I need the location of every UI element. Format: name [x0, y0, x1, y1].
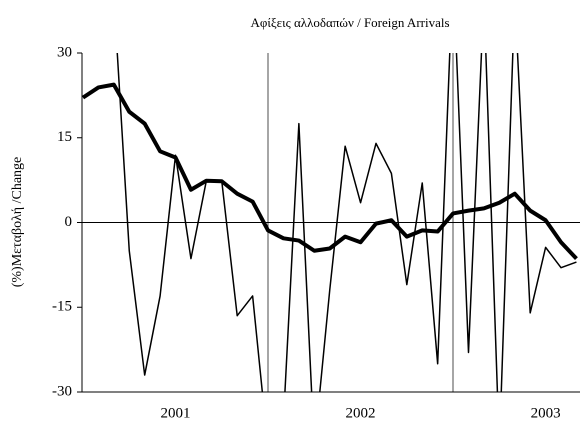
series-line — [82, 82, 578, 261]
x-tick-label: 2002 — [346, 405, 376, 421]
y-axis-label: (%)Μεταβολή /Change — [10, 157, 25, 288]
y-tick-label: 0 — [65, 214, 73, 230]
x-tick-label: 2003 — [531, 405, 561, 421]
y-tick-label: -30 — [52, 383, 72, 399]
plot-area — [82, 53, 578, 392]
y-tick-label: 30 — [57, 44, 72, 60]
series-line — [116, 53, 577, 392]
y-tick-label: -15 — [52, 299, 72, 315]
x-tick-label: 2001 — [161, 405, 191, 421]
chart-title: Αφίξεις αλλοδαπών / Foreign Arrivals — [250, 15, 449, 30]
y-tick-label: 15 — [57, 129, 72, 145]
